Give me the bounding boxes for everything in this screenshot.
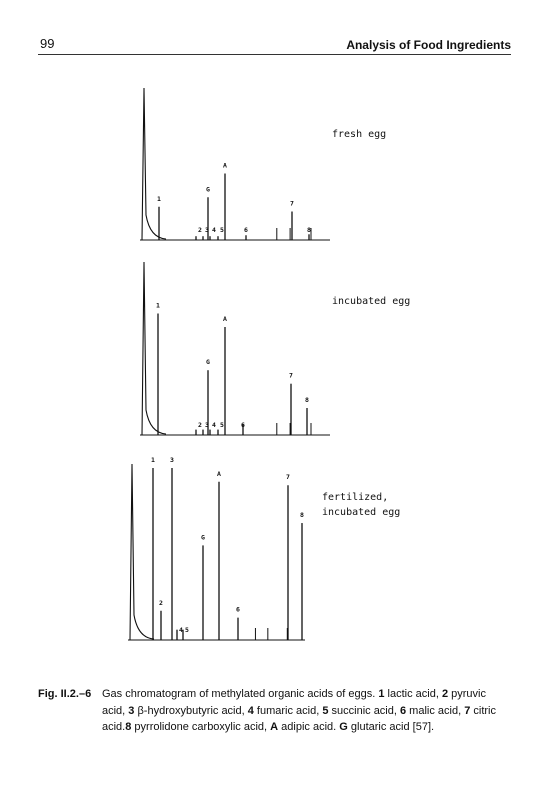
solvent-peak	[141, 87, 167, 241]
peak-label-A: A	[223, 162, 227, 170]
chromatogram-fertilized-incubated-egg: fertilized, incubated egg 1 2 3 4 5 G A 6 7 8	[128, 456, 400, 641]
caption-text-run: adipic acid.	[278, 721, 340, 733]
peak-label-1: 1	[157, 195, 161, 203]
caption-text-run: pyruvic acid,	[102, 688, 486, 717]
peak-label-2: 2	[198, 226, 202, 234]
peak-label-3: 3	[205, 421, 209, 429]
peak-label-G: G	[206, 358, 210, 366]
figure-caption: Fig. II.2.–6 Gas chromatogram of methyla…	[38, 686, 508, 736]
peak-label-6: 6	[241, 421, 245, 429]
peak-label-7: 7	[286, 473, 290, 481]
peak-label-3: 3	[205, 226, 209, 234]
peak-label-7: 7	[289, 372, 293, 380]
caption-item-id: 7	[464, 704, 471, 717]
caption-text-run: fumaric acid,	[253, 704, 323, 717]
solvent-peak	[141, 261, 167, 436]
caption-text-run: β-hydroxybutyric acid,	[134, 704, 248, 717]
peak-label-8: 8	[307, 226, 311, 234]
panel-label-fertilized-line2: incubated egg	[322, 507, 400, 518]
peak-label-4: 4	[212, 226, 216, 234]
peak-label-6: 6	[236, 606, 240, 614]
panel-label-fresh-egg: fresh egg	[332, 129, 386, 140]
caption-text-run: Gas chromatogram of methylated organic a…	[102, 688, 379, 700]
peak-label-7: 7	[290, 200, 294, 208]
panel-label-incubated-egg: incubated egg	[332, 296, 410, 307]
peak-label-6: 6	[244, 226, 248, 234]
peak-label-G: G	[201, 533, 205, 541]
caption-item-id: 2	[441, 688, 449, 700]
peak-label-5: 5	[220, 226, 224, 234]
peak-label-2: 2	[159, 599, 163, 607]
peak-label-G: G	[206, 185, 210, 193]
header-rule	[38, 54, 511, 55]
solvent-peak	[129, 463, 155, 641]
caption-text: Gas chromatogram of methylated organic a…	[102, 686, 508, 736]
peak-label-1: 1	[151, 456, 155, 464]
caption-text-run: glutaric acid [57].	[347, 721, 435, 733]
caption-text-run: citric acid.	[102, 704, 496, 734]
peak-label-A: A	[217, 470, 221, 478]
chromatogram-fresh-egg: fresh egg 1 2 3 4 5 G A 6 7 8	[140, 87, 386, 241]
caption-label: Fig. II.2.–6	[38, 688, 92, 700]
peak-label-5: 5	[185, 626, 189, 634]
running-title: Analysis of Food Ingredients	[346, 38, 511, 52]
caption-item-id: A	[270, 721, 279, 733]
chromatogram-incubated-egg: incubated egg 1 2 3 4 5 G A 6 7 8	[140, 261, 410, 436]
caption-item-id: 3	[128, 704, 135, 717]
caption-item-id: G	[339, 721, 348, 733]
caption-text-run: pyrrolidone carboxylic acid,	[131, 721, 271, 733]
caption-item-id: 4	[247, 704, 254, 717]
peak-label-4: 4	[179, 626, 183, 634]
peak-label-2: 2	[198, 421, 202, 429]
peak-label-A: A	[223, 315, 227, 323]
peak-label-1: 1	[156, 302, 160, 310]
peak-label-8: 8	[305, 396, 309, 404]
caption-text-run: malic acid,	[406, 704, 465, 717]
panel-label-fertilized-line1: fertilized,	[322, 492, 388, 503]
peak-label-3: 3	[170, 456, 174, 464]
caption-item-id: 1	[378, 688, 385, 700]
page-number: 99	[40, 36, 55, 51]
caption-item-id: 8	[125, 721, 132, 733]
peak-label-5: 5	[220, 421, 224, 429]
caption-text-run: lactic acid,	[384, 688, 442, 700]
peak-label-8: 8	[300, 511, 304, 519]
caption-item-id: 6	[399, 704, 407, 717]
peak-label-4: 4	[212, 421, 216, 429]
caption-item-id: 5	[322, 704, 329, 717]
caption-text-run: succinic acid,	[328, 704, 400, 717]
